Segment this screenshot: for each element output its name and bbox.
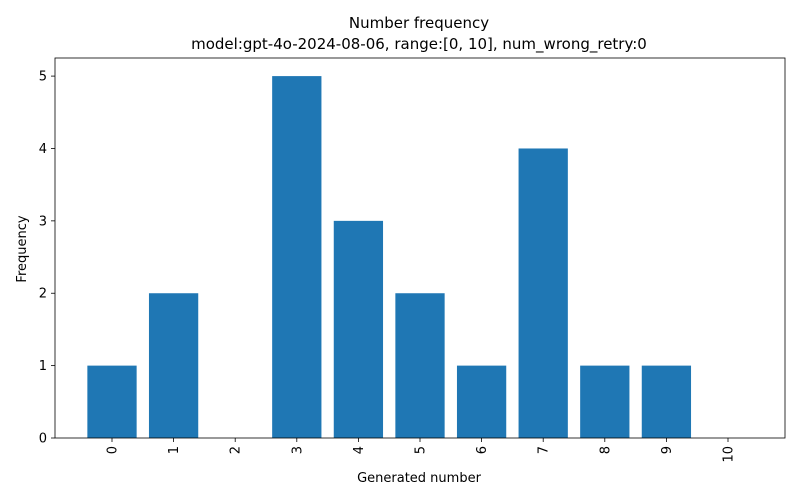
x-tick-label: 2: [229, 446, 244, 454]
x-tick-label: 9: [660, 446, 675, 454]
y-tick-label: 5: [39, 70, 47, 85]
x-tick-label: 6: [475, 446, 490, 454]
x-tick-label: 10: [722, 446, 737, 463]
y-tick-label: 4: [39, 142, 47, 157]
y-axis-label: Frequency: [15, 215, 30, 282]
x-tick-label: 3: [290, 446, 305, 454]
x-tick-label: 5: [414, 446, 429, 454]
bar: [456, 365, 507, 438]
y-tick-label: 2: [39, 287, 47, 302]
bar: [641, 365, 692, 438]
x-tick-label: 1: [167, 446, 182, 454]
x-tick-label: 0: [106, 446, 121, 454]
bar: [580, 365, 630, 438]
x-tick-label: 7: [537, 446, 552, 454]
y-tick-label: 1: [39, 359, 47, 374]
y-tick-label: 3: [39, 214, 47, 229]
bar: [272, 76, 322, 438]
bar: [87, 365, 137, 438]
axes-frame: [54, 57, 786, 439]
chart-subtitle: model:gpt-4o-2024-08-06, range:[0, 10], …: [191, 35, 647, 54]
x-axis-label: Generated number: [357, 471, 481, 486]
bar: [333, 220, 384, 438]
x-tick-label: 8: [598, 446, 613, 454]
bar: [395, 293, 445, 438]
chart-title: Number frequency: [349, 14, 489, 32]
x-tick-label: 4: [352, 446, 367, 454]
bar: [148, 293, 199, 438]
bar: [518, 148, 568, 438]
y-tick-label: 0: [39, 432, 47, 447]
